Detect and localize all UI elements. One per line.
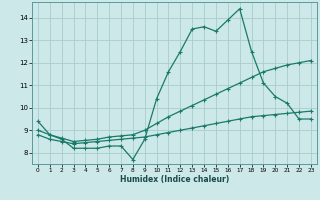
X-axis label: Humidex (Indice chaleur): Humidex (Indice chaleur) <box>120 175 229 184</box>
